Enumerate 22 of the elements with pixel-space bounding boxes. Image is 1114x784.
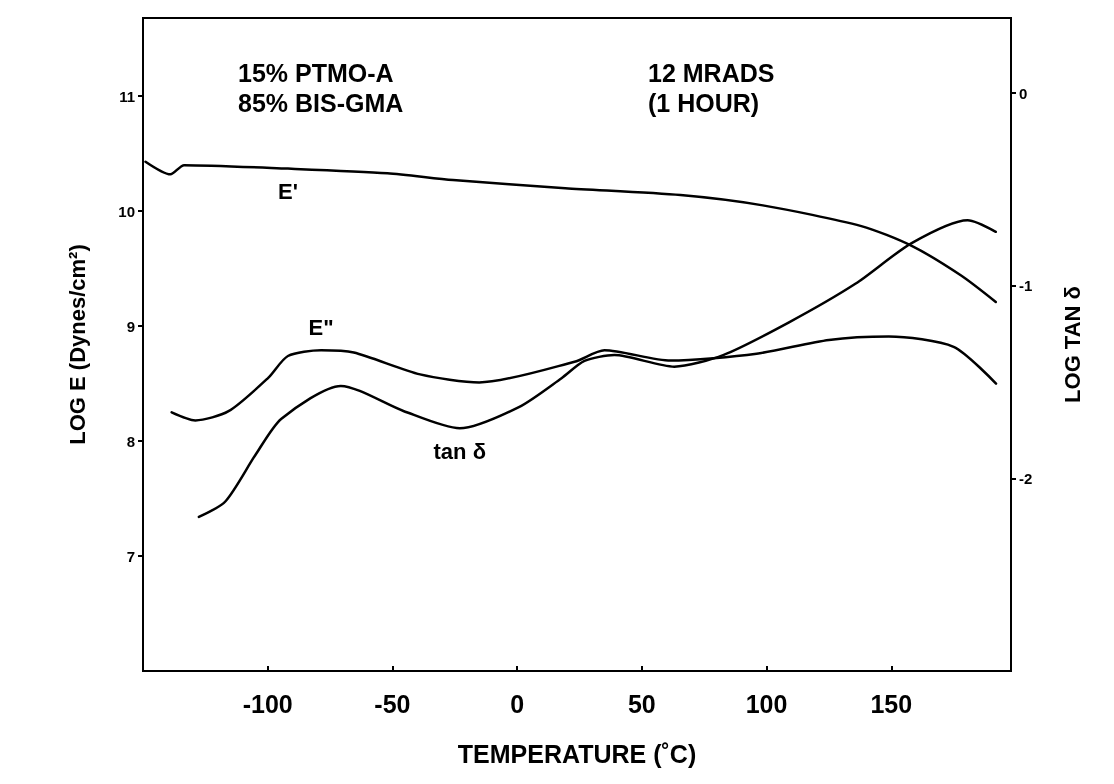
y-tick-label: 8 bbox=[126, 432, 135, 450]
y-tick-label: 9 bbox=[126, 317, 135, 335]
series-label: E" bbox=[308, 314, 334, 340]
y2-tick-label: -2 bbox=[1019, 469, 1033, 487]
x-axis-title: TEMPERATURE (˚C) bbox=[457, 739, 697, 768]
y2-tick-label: 0 bbox=[1019, 84, 1028, 102]
x-tick-label: 100 bbox=[745, 689, 788, 718]
y-tick-label: 11 bbox=[119, 87, 135, 105]
y-axis-title: LOG E (Dynes/cm²) bbox=[64, 244, 90, 445]
x-tick-label: -50 bbox=[374, 689, 411, 718]
x-tick-label: 150 bbox=[870, 689, 913, 718]
x-tick-label: -100 bbox=[242, 689, 293, 718]
x-tick-label: 50 bbox=[627, 689, 656, 718]
x-tick-label: 0 bbox=[510, 689, 525, 718]
y2-tick-label: -1 bbox=[1019, 277, 1033, 295]
y2-axis-title: LOG TAN δ bbox=[1059, 286, 1085, 403]
y-tick-label: 10 bbox=[118, 202, 135, 220]
y-tick-label: 7 bbox=[126, 547, 135, 565]
annotation: 12 MRADS (1 HOUR) bbox=[648, 59, 775, 117]
annotation: 15% PTMO-A 85% BIS-GMA bbox=[238, 59, 404, 117]
series-label: E' bbox=[277, 179, 298, 205]
series-label: tan δ bbox=[433, 438, 486, 464]
